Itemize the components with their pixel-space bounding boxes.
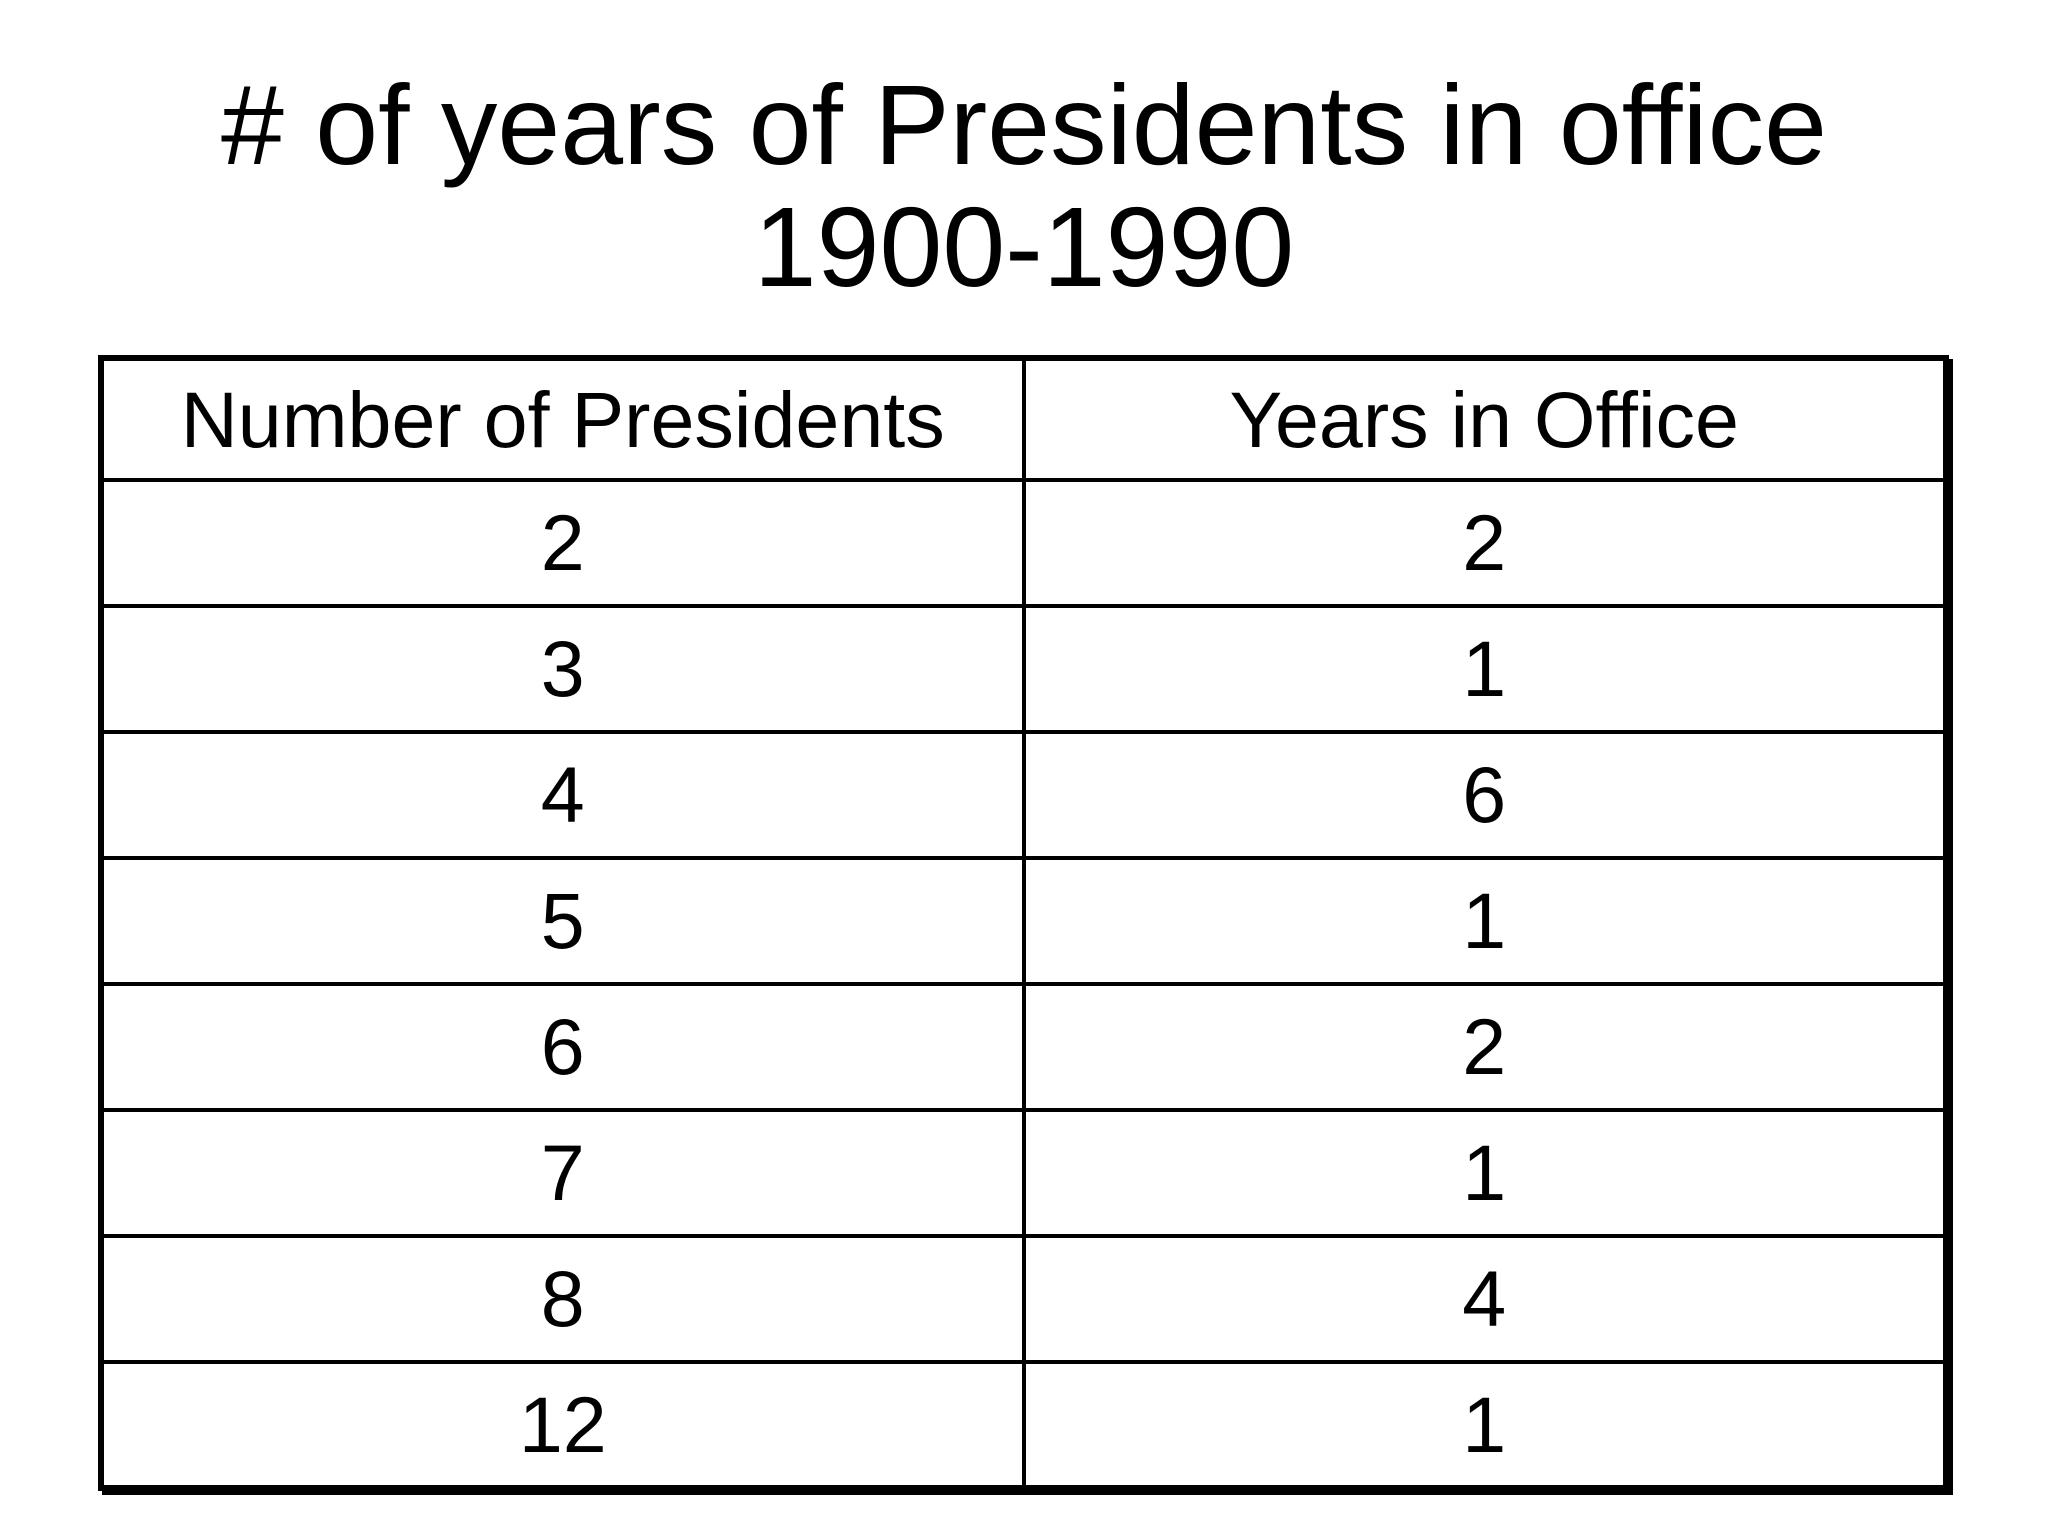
cell-number-of-presidents: 2 — [99, 478, 1026, 608]
table-row: 4 6 — [99, 730, 1948, 860]
cell-number-of-presidents: 4 — [99, 730, 1026, 860]
table-header-row: Number of Presidents Years in Office — [99, 356, 1948, 482]
slide-title: # of years of Presidents in office 1900-… — [0, 64, 2048, 308]
cell-years-in-office: 1 — [1021, 856, 1948, 986]
cell-years-in-office: 2 — [1021, 982, 1948, 1112]
cell-years-in-office: 1 — [1021, 1360, 1948, 1490]
cell-years-in-office: 1 — [1021, 1108, 1948, 1238]
frequency-table: Number of Presidents Years in Office 2 2… — [98, 355, 1949, 1491]
table-row: 12 1 — [99, 1360, 1948, 1490]
table-row: 8 4 — [99, 1234, 1948, 1364]
cell-number-of-presidents: 6 — [99, 982, 1026, 1112]
cell-number-of-presidents: 8 — [99, 1234, 1026, 1364]
table-row: 5 1 — [99, 856, 1948, 986]
cell-number-of-presidents: 12 — [99, 1360, 1026, 1490]
title-line-2: 1900-1990 — [753, 184, 1295, 311]
title-line-1: # of years of Presidents in office — [221, 62, 1827, 188]
cell-years-in-office: 1 — [1021, 604, 1948, 734]
cell-number-of-presidents: 5 — [99, 856, 1026, 986]
cell-years-in-office: 2 — [1021, 478, 1948, 608]
table-row: 6 2 — [99, 982, 1948, 1112]
cell-number-of-presidents: 7 — [99, 1108, 1026, 1238]
table-row: 2 2 — [99, 478, 1948, 608]
cell-years-in-office: 4 — [1021, 1234, 1948, 1364]
table-row: 3 1 — [99, 604, 1948, 734]
cell-years-in-office: 6 — [1021, 730, 1948, 860]
column-header-number-of-presidents: Number of Presidents — [99, 356, 1026, 482]
column-header-years-in-office: Years in Office — [1021, 356, 1948, 482]
table-row: 7 1 — [99, 1108, 1948, 1238]
cell-number-of-presidents: 3 — [99, 604, 1026, 734]
